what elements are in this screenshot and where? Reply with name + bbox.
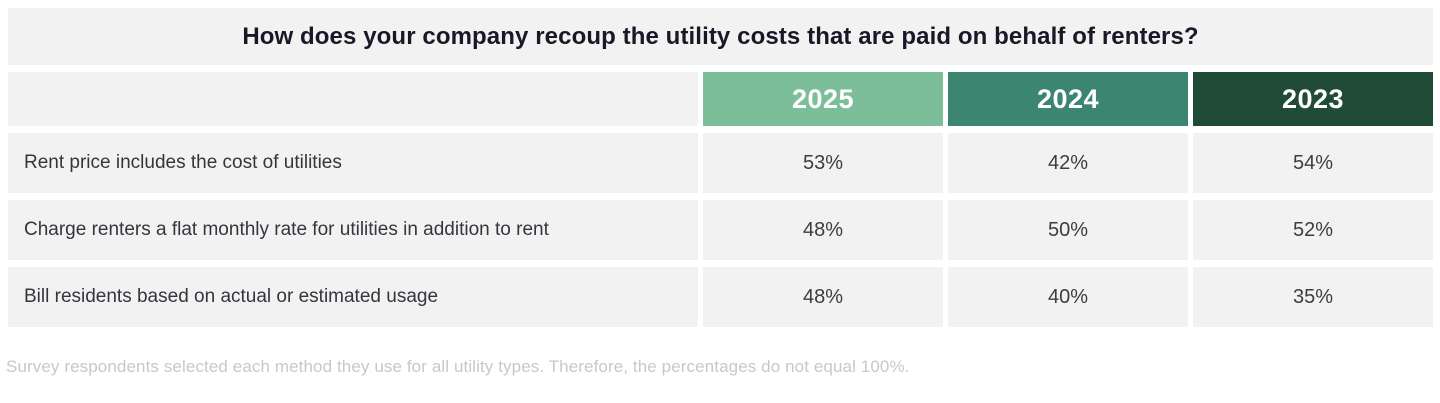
header-year-2024: 2024 [948, 72, 1188, 126]
value-flat-rate-2023: 52% [1193, 200, 1433, 260]
figure-title: How does your company recoup the utility… [8, 8, 1433, 65]
header-year-2023: 2023 [1193, 72, 1433, 126]
footnote: Survey respondents selected each method … [6, 357, 910, 376]
value-flat-rate-2025: 48% [703, 200, 943, 260]
value-rent-price-2025: 53% [703, 133, 943, 193]
header-year-2025: 2025 [703, 72, 943, 126]
value-flat-rate-2024: 50% [948, 200, 1188, 260]
header-empty-cell [8, 72, 698, 126]
survey-data-table: 2025 2024 2023 Rent price includes the c… [8, 72, 1433, 327]
value-bill-usage-2024: 40% [948, 267, 1188, 327]
row-label-bill-by-usage: Bill residents based on actual or estima… [8, 267, 698, 327]
value-rent-price-2024: 42% [948, 133, 1188, 193]
value-bill-usage-2025: 48% [703, 267, 943, 327]
value-bill-usage-2023: 35% [1193, 267, 1433, 327]
row-label-rent-price: Rent price includes the cost of utilitie… [8, 133, 698, 193]
value-rent-price-2023: 54% [1193, 133, 1433, 193]
row-label-flat-monthly-rate: Charge renters a flat monthly rate for u… [8, 200, 698, 260]
